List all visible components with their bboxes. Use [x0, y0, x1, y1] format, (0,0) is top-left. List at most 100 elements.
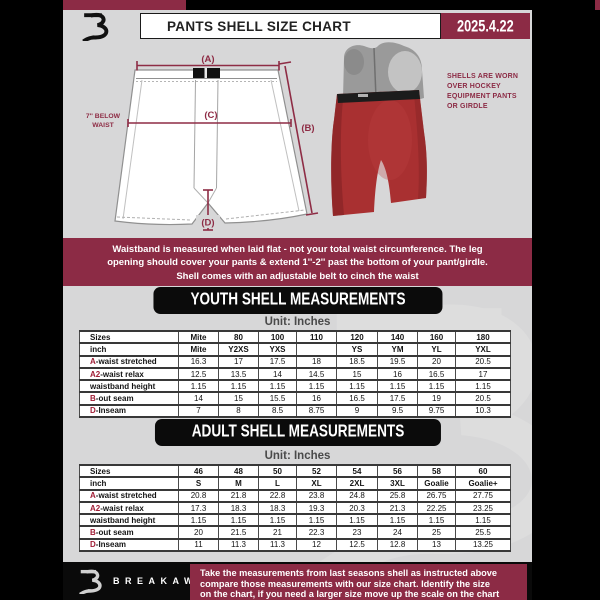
table-cell: YS	[336, 342, 378, 357]
row-label: A2-waist relax	[79, 500, 179, 516]
table-cell: 10.3	[455, 403, 511, 419]
table-cell: 60	[455, 463, 511, 479]
row-label: inch	[79, 476, 179, 491]
table-cell: 120	[336, 329, 378, 345]
belt-buckle-icon	[193, 68, 220, 78]
table-cell: 24	[377, 525, 418, 540]
footer-note-line: on the chart, if you need a larger size …	[200, 589, 500, 600]
table-cell: 25.5	[455, 525, 511, 540]
table-cell: 1.15	[296, 513, 337, 528]
adult-banner-text: ADULT SHELL MEASUREMENTS	[191, 421, 404, 441]
table-cell: 21.8	[218, 488, 259, 503]
table-row: inch S M L XL 2XL 3XL Goalie Goalie+	[79, 476, 511, 491]
top-accent-bar	[63, 0, 186, 10]
table-cell: 11.3	[258, 537, 297, 553]
row-label: A2-waist relax	[79, 366, 179, 382]
footer-note: Take the measurements from last seasons …	[190, 564, 527, 600]
table-cell: 12.8	[377, 537, 418, 553]
notice-line: Waistband is measured when laid flat - n…	[112, 244, 483, 255]
table-cell: 16.5	[417, 366, 456, 382]
measurement-label-d: (D)	[201, 218, 214, 229]
table-cell: Y2XS	[218, 342, 259, 357]
table-cell: 20.3	[336, 500, 378, 516]
table-cell: 17.5	[258, 354, 297, 369]
hockey-pants-photo	[331, 42, 427, 216]
table-cell: 1.15	[377, 513, 418, 528]
table-cell: YL	[417, 342, 456, 357]
table-cell: 24.8	[336, 488, 378, 503]
table-cell: 13.25	[455, 537, 511, 553]
table-cell: 22.3	[296, 525, 337, 540]
table-cell: 1.15	[336, 379, 378, 394]
table-cell: S	[178, 476, 219, 491]
table-cell: 1.15	[218, 513, 259, 528]
content-panel: PANTS SHELL SIZE CHART 2025.4.22	[63, 10, 532, 562]
photo-caption-line: EQUIPMENT PANTS	[447, 93, 517, 100]
table-cell: 17	[455, 366, 511, 382]
table-row: B-out seam 20 21.5 21 22.3 23 24 25 25.5	[79, 525, 511, 540]
row-label: inch	[79, 342, 179, 357]
table-cell: 56	[377, 463, 418, 479]
row-label: D-Inseam	[79, 537, 179, 553]
table-cell: 8	[218, 403, 259, 419]
row-label: B-out seam	[79, 391, 179, 406]
table-cell: 1.15	[178, 379, 219, 394]
table-row: D-Inseam 7 8 8.5 8.75 9 9.5 9.75 10.3	[79, 403, 511, 419]
table-cell: 13.5	[218, 366, 259, 382]
table-cell: 11	[178, 537, 219, 553]
measurement-label-a: (A)	[201, 54, 214, 65]
table-cell: 1.15	[417, 379, 456, 394]
measurement-label-b: (B)	[301, 123, 314, 134]
table-cell: YXS	[258, 342, 297, 357]
table-cell: 25	[417, 525, 456, 540]
table-cell: 20.5	[455, 354, 511, 369]
table-cell: 19	[417, 391, 456, 406]
table-cell: 1.15	[417, 513, 456, 528]
notice-line: Shell comes with an adjustable belt to c…	[176, 270, 419, 282]
row-label: Sizes	[79, 329, 179, 345]
top-accent-corner	[595, 0, 600, 10]
footer-note-line: compare those measurements with our size…	[200, 578, 490, 589]
row-label: Sizes	[79, 463, 179, 479]
table-cell: 12.5	[336, 537, 378, 553]
table-cell: 100	[258, 329, 297, 345]
table-cell: 15.5	[258, 391, 297, 406]
table-cell: 140	[377, 329, 418, 345]
table-cell: 16	[377, 366, 418, 382]
table-cell: YXL	[455, 342, 511, 357]
table-row: A-waist stretched 16.3 17 17.5 18 18.5 19.5 20 2…	[79, 354, 511, 369]
table-row: D-Inseam 11 11.3 11.3 12 12.5 12.8 13 13.25	[79, 537, 511, 553]
table-cell: 25.8	[377, 488, 418, 503]
table-cell: Goalie+	[455, 476, 511, 491]
table-cell: 1.15	[455, 513, 511, 528]
row-label: A-waist stretched	[79, 488, 179, 503]
table-cell: 1.15	[336, 513, 378, 528]
table-cell: 26.75	[417, 488, 456, 503]
youth-unit-label: Unit: Inches	[264, 316, 331, 328]
table-cell: 19.3	[296, 500, 337, 516]
table-cell: 13	[417, 537, 456, 553]
table-cell: 110	[296, 329, 337, 345]
table-cell: 11.3	[218, 537, 259, 553]
table-cell: 18	[296, 354, 337, 369]
table-cell: 180	[455, 329, 511, 345]
table-cell: 16.3	[178, 354, 219, 369]
date-badge: 2025.4.22	[441, 13, 530, 39]
table-cell: 9.75	[417, 403, 456, 419]
table-cell: 15	[336, 366, 378, 382]
table-cell: 18.5	[336, 354, 378, 369]
table-cell: 22.25	[417, 500, 456, 516]
table-cell: 9	[336, 403, 378, 419]
table-cell: 54	[336, 463, 378, 479]
row-label: waistband height	[79, 379, 179, 394]
table-cell: 14	[178, 391, 219, 406]
date-text: 2025.4.22	[457, 16, 514, 36]
table-cell	[296, 342, 337, 357]
table-row: A2-waist relax 17.3 18.3 18.3 19.3 20.3 21.3 22…	[79, 500, 511, 516]
table-cell: 1.15	[178, 513, 219, 528]
table-cell: 14	[258, 366, 297, 382]
table-row: B-out seam 14 15 15.5 16 16.5 17.5 19 20.5	[79, 391, 511, 406]
notice-band: Waistband is measured when laid flat - n…	[63, 238, 532, 286]
row-label: A-waist stretched	[79, 354, 179, 369]
shell-shape	[331, 90, 427, 216]
